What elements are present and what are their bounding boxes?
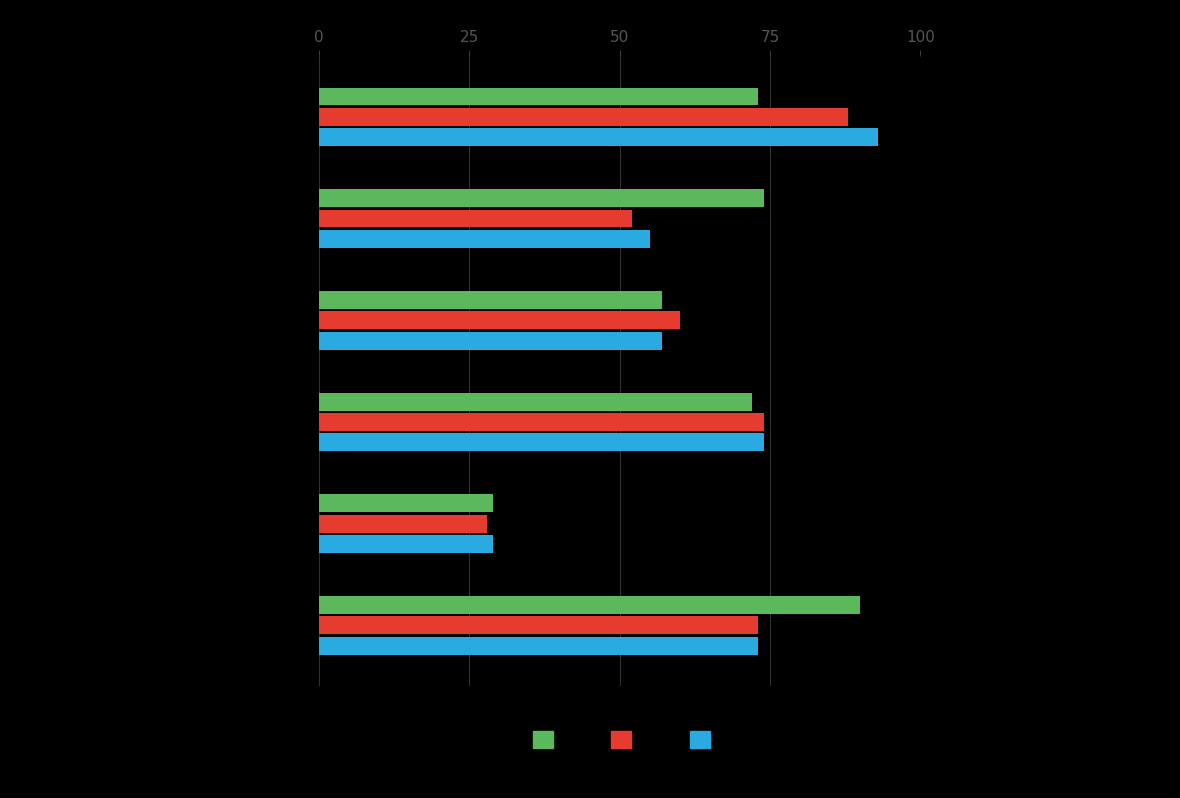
- Bar: [319, 637, 758, 654]
- Bar: [319, 393, 752, 410]
- Bar: [319, 311, 680, 330]
- Bar: [319, 535, 493, 553]
- Bar: [319, 189, 763, 207]
- Bar: [319, 108, 848, 126]
- Bar: [319, 413, 763, 431]
- Bar: [319, 515, 487, 532]
- Bar: [319, 494, 493, 512]
- Bar: [319, 230, 649, 248]
- Bar: [319, 616, 758, 634]
- Bar: [319, 128, 878, 146]
- Bar: [319, 210, 631, 227]
- Bar: [319, 291, 662, 309]
- Legend: , , : , ,: [525, 723, 726, 758]
- Bar: [319, 332, 662, 350]
- Bar: [319, 88, 758, 105]
- Bar: [319, 433, 763, 451]
- Bar: [319, 596, 860, 614]
